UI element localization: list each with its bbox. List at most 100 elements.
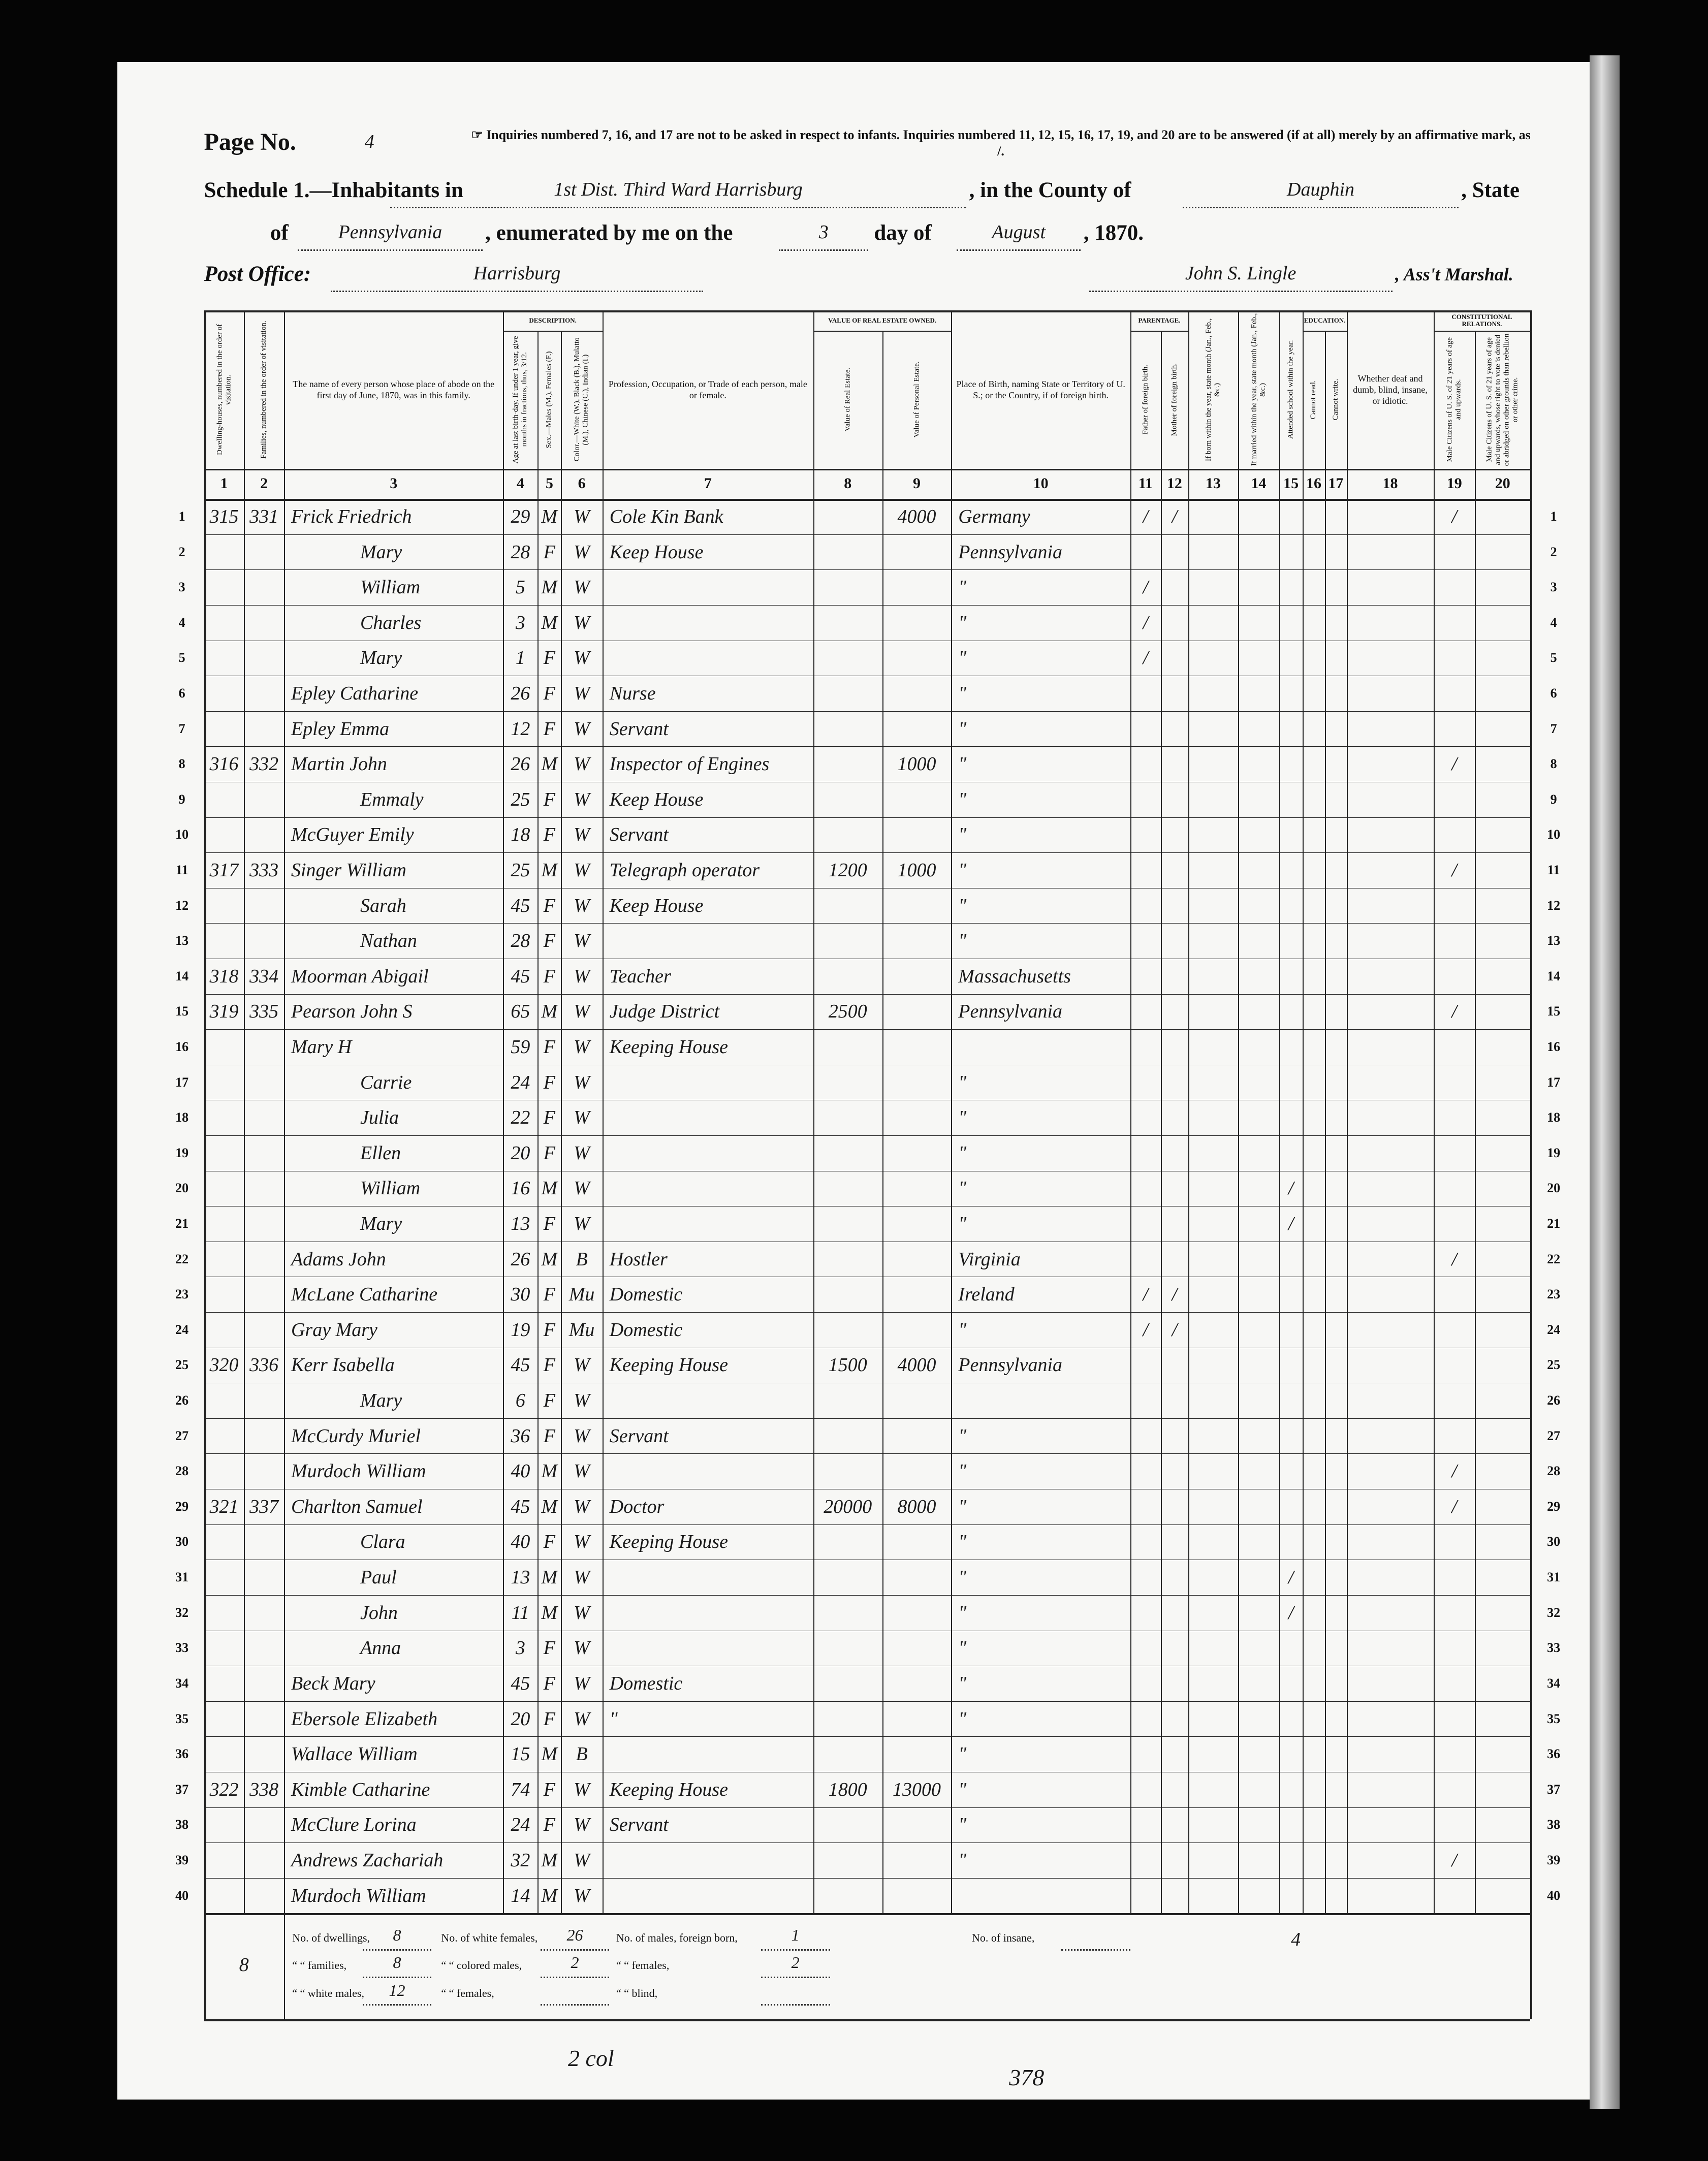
of-label: of	[270, 221, 289, 245]
summary-label: “ “ blind,	[616, 1986, 658, 1999]
line-number: 12	[1547, 898, 1561, 913]
line-number: 34	[1547, 1675, 1561, 1691]
summary-field	[761, 1953, 830, 1978]
cell: Epley Emma	[291, 718, 390, 740]
line-number: 4	[178, 615, 185, 630]
line-number: 28	[175, 1464, 189, 1479]
rule	[1238, 310, 1239, 1914]
group-header: Parentage.	[1138, 316, 1181, 324]
rule	[204, 1029, 1530, 1030]
cell: 30	[511, 1284, 530, 1306]
rule	[204, 605, 1530, 606]
summary-value: 8	[393, 1953, 401, 1972]
line-number: 15	[175, 1004, 189, 1019]
summary-value: 8	[393, 1926, 401, 1945]
cell: "	[958, 1637, 967, 1659]
cell: Ebersole Elizabeth	[291, 1708, 438, 1730]
column-number: 1	[220, 475, 228, 492]
cell: 18	[511, 824, 530, 846]
cell: W	[574, 1708, 590, 1730]
rule	[204, 994, 1530, 995]
cell: W	[574, 1390, 590, 1412]
line-number: 1	[178, 509, 185, 524]
line-number: 5	[178, 650, 185, 665]
cell: "	[958, 1460, 967, 1482]
cell: F	[543, 1814, 555, 1836]
rule	[1130, 331, 1188, 332]
cell: 8000	[897, 1496, 936, 1517]
cell: 20	[511, 1708, 530, 1730]
column-number: 17	[1328, 475, 1344, 492]
rule	[204, 569, 1530, 570]
cell: W	[574, 541, 590, 563]
cell: Mary	[360, 647, 402, 669]
cell: 22	[511, 1107, 530, 1129]
cell: /	[1143, 1284, 1149, 1306]
summary-label: No. of white females,	[441, 1931, 538, 1945]
cell: Beck Mary	[291, 1672, 375, 1694]
line-number: 2	[1550, 544, 1557, 559]
line-number: 32	[1547, 1605, 1561, 1620]
summary-label: “ “ white males,	[292, 1986, 364, 1999]
column-number: 10	[1033, 475, 1049, 492]
cell: Servant	[609, 1814, 669, 1836]
line-number: 14	[1547, 968, 1561, 983]
line-number: 16	[175, 1039, 189, 1055]
line-number: 9	[1550, 791, 1557, 807]
place: 1st Dist. Third Ward Harrisburg	[390, 172, 967, 208]
cell: M	[541, 1602, 558, 1624]
cell: Mary H	[291, 1036, 352, 1058]
line-number: 5	[1550, 650, 1557, 665]
cell: Telegraph operator	[609, 860, 760, 881]
cell: W	[574, 965, 590, 987]
cell: 59	[511, 1036, 530, 1058]
cell: 28	[511, 930, 530, 952]
rule	[1347, 310, 1348, 1914]
line-number: 30	[1547, 1534, 1561, 1549]
cell: Domestic	[609, 1284, 683, 1306]
column-header: If born within the year, state month (Ja…	[1204, 317, 1221, 461]
cell: 331	[249, 506, 279, 528]
column-header: Cannot write.	[1331, 379, 1340, 421]
scan-edge	[1589, 55, 1620, 2109]
cell: F	[543, 1778, 555, 1800]
cell: /	[1172, 1284, 1178, 1306]
cell: "	[958, 612, 967, 633]
cell: W	[574, 1213, 590, 1235]
line-number: 36	[1547, 1746, 1561, 1762]
cell: Kimble Catharine	[291, 1778, 430, 1800]
cell: /	[1143, 647, 1149, 669]
cell: /	[1288, 1567, 1294, 1588]
column-header: Families, numbered in the order of visit…	[260, 320, 268, 459]
cell: /	[1143, 577, 1149, 598]
line-number: 19	[1547, 1145, 1561, 1160]
summary-value: 1	[791, 1926, 800, 1945]
rule	[1160, 331, 1162, 1914]
cell: 26	[511, 1248, 530, 1270]
cell: Keeping House	[609, 1036, 729, 1058]
cell: W	[574, 1672, 590, 1694]
cell: Murdoch William	[291, 1460, 426, 1482]
line-number: 30	[175, 1534, 189, 1549]
cell: "	[958, 683, 967, 705]
cell: Clara	[360, 1531, 405, 1553]
summary-tally: 4	[1291, 1928, 1301, 1950]
cell: Keeping House	[609, 1354, 729, 1376]
line-number: 8	[1550, 756, 1557, 772]
cell: Hostler	[609, 1248, 668, 1270]
column-header: Sex.—Males (M.), Females (F.)	[545, 351, 553, 449]
cell: W	[574, 1460, 590, 1482]
line-number: 11	[1547, 863, 1560, 878]
line-number: 38	[1547, 1817, 1561, 1832]
cell: 315	[209, 506, 239, 528]
rule	[1130, 310, 1132, 1914]
rule	[204, 1807, 1530, 1808]
cell: F	[543, 895, 555, 916]
cell: /	[1451, 753, 1457, 775]
cell: "	[958, 1743, 967, 1765]
column-number: 4	[516, 475, 524, 492]
cell: M	[541, 506, 558, 528]
cell: /	[1288, 1213, 1294, 1235]
cell: Keep House	[609, 895, 704, 916]
summary-label: No. of dwellings,	[292, 1931, 370, 1945]
